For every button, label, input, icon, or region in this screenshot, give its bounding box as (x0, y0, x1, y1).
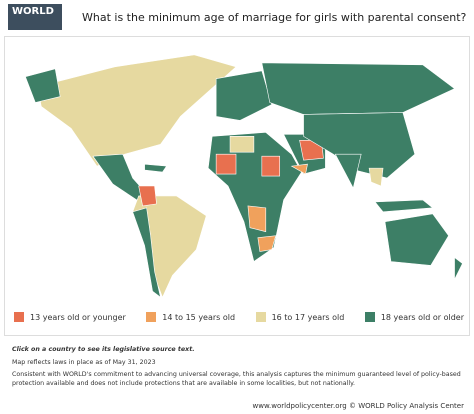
north-america[interactable] (36, 54, 237, 167)
legend-item: 16 to 17 years old (255, 312, 345, 322)
logo: WORLD (8, 4, 62, 30)
legend-item: 13 years old or younger (14, 312, 126, 322)
legend-label: 18 years old or older (380, 312, 464, 322)
legend-item: 14 to 15 years old (146, 312, 235, 322)
legend-swatch (255, 312, 266, 322)
legend: 13 years old or younger 14 to 15 years ol… (14, 312, 464, 322)
india[interactable] (334, 153, 362, 189)
europe[interactable] (215, 70, 273, 121)
yemen[interactable] (290, 163, 308, 175)
note: Consistent with WORLD's commitment to ad… (12, 371, 461, 387)
andes[interactable] (132, 207, 161, 298)
footer: www.worldpolicycenter.org © WORLD Policy… (252, 402, 464, 410)
west-africa[interactable] (215, 153, 237, 175)
new-zealand[interactable] (454, 256, 463, 280)
africa[interactable] (207, 132, 302, 262)
title: What is the minimum age of marriage for … (82, 11, 467, 24)
legend-swatch (364, 312, 375, 322)
legend-item: 18 years old or older (364, 312, 464, 322)
world-map[interactable] (4, 36, 470, 336)
colombia[interactable] (138, 185, 157, 207)
russia[interactable] (261, 62, 456, 115)
legend-label: 14 to 15 years old (162, 312, 236, 322)
legend-swatch (14, 312, 24, 322)
southeast-asia[interactable] (368, 167, 384, 187)
australia[interactable] (384, 213, 449, 266)
note: Map reflects laws in place as of May 31,… (12, 358, 156, 366)
north-africa[interactable] (229, 136, 255, 153)
legend-label: 16 to 17 years old (271, 312, 345, 322)
legend-swatch (146, 312, 157, 322)
legend-label: 13 years old or younger (30, 312, 126, 322)
notes: Click on a country to see its legislativ… (12, 346, 466, 392)
note: Click on a country to see its legislativ… (12, 346, 195, 353)
sudan[interactable] (261, 155, 281, 177)
alaska[interactable] (25, 68, 61, 103)
south-africa-orange[interactable] (257, 235, 277, 252)
caribbean[interactable] (144, 163, 167, 173)
central-africa[interactable] (247, 205, 267, 233)
indonesia[interactable] (374, 199, 434, 213)
